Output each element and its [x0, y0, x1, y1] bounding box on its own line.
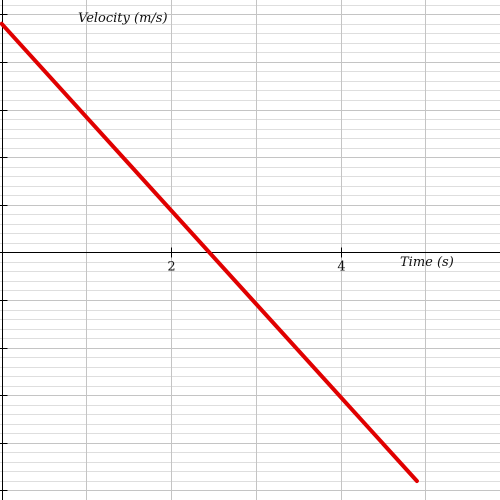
tick-labels: 252015105-5-10-15-20-2524 [167, 260, 345, 275]
tick-marks [0, 14, 342, 491]
x-axis-title: Time (s) [400, 255, 454, 270]
x-tick-label: 2 [167, 260, 175, 275]
x-tick-label: 4 [337, 260, 345, 275]
minor-gridlines [0, 5, 500, 482]
velocity-line [0, 21, 419, 483]
data-series [0, 21, 419, 483]
y-axis-title: Velocity (m/s) [78, 11, 168, 26]
